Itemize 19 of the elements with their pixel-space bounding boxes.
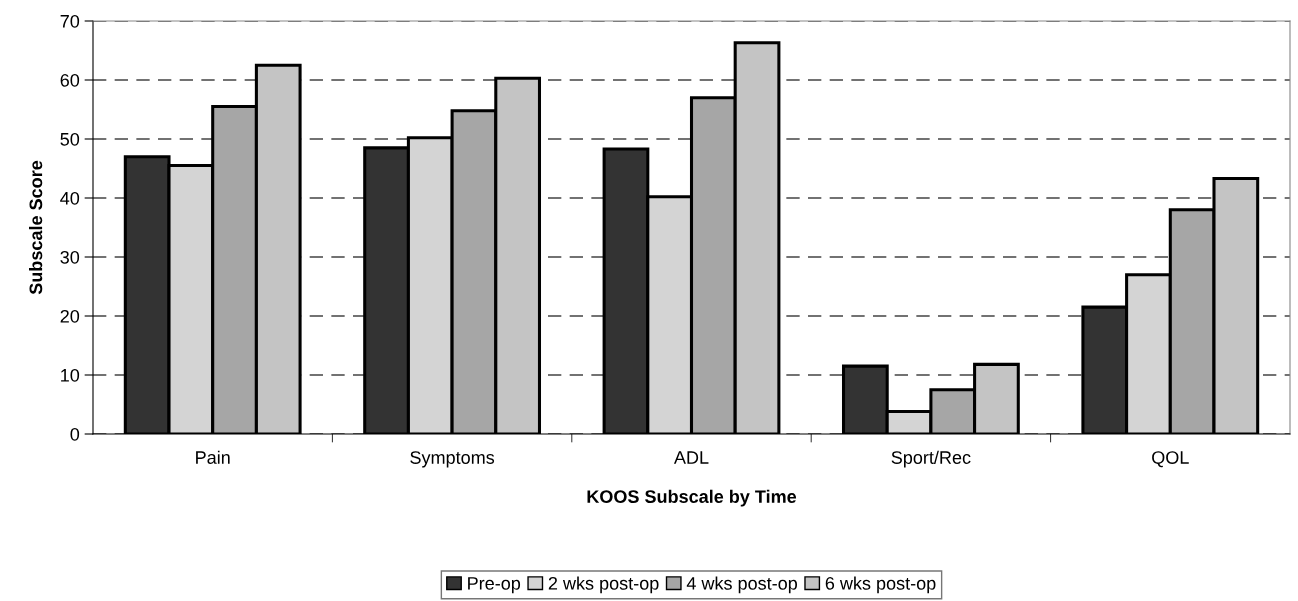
x-tick-label: Sport/Rec xyxy=(891,450,971,468)
y-tick-label: 0 xyxy=(70,427,80,441)
y-axis-title: Subscale Score xyxy=(29,160,43,295)
y-tick-label: 50 xyxy=(60,132,80,146)
y-tick-label: 30 xyxy=(60,250,80,264)
legend-label: 4 wks post-op xyxy=(686,576,798,594)
y-tick-label: 10 xyxy=(61,368,80,382)
legend-label: Pre-op xyxy=(468,577,521,594)
y-tick-label: 20 xyxy=(60,309,80,323)
legend-label: 2 wks post-op xyxy=(548,576,659,594)
x-tick-label: QOL xyxy=(1152,451,1189,468)
legend-label: 6 wks post-op xyxy=(825,576,936,594)
x-axis-title: KOOS Subscale by Time xyxy=(587,489,797,507)
x-tick-label: Symptoms xyxy=(410,451,495,468)
y-tick-label: 40 xyxy=(60,191,80,205)
x-tick-label: ADL xyxy=(673,451,709,464)
y-tick-label: 70 xyxy=(60,14,80,28)
x-tick-label: Pain xyxy=(196,450,230,464)
y-tick-label: 60 xyxy=(60,73,80,87)
